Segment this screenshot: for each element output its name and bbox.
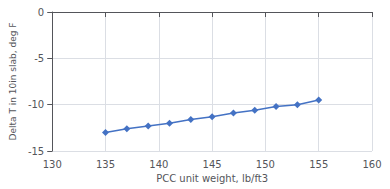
svg-text:155: 155 bbox=[309, 159, 328, 170]
svg-text:-5: -5 bbox=[34, 53, 44, 64]
svg-text:130: 130 bbox=[43, 159, 62, 170]
svg-text:0: 0 bbox=[38, 7, 44, 18]
svg-text:PCC unit weight, lb/ft3: PCC unit weight, lb/ft3 bbox=[156, 173, 268, 184]
svg-text:140: 140 bbox=[149, 159, 168, 170]
svg-text:-15: -15 bbox=[28, 146, 44, 157]
svg-text:160: 160 bbox=[362, 159, 381, 170]
svg-text:150: 150 bbox=[256, 159, 275, 170]
svg-text:Delta T in 10in slab, deg F: Delta T in 10in slab, deg F bbox=[8, 23, 18, 141]
svg-text:135: 135 bbox=[96, 159, 115, 170]
svg-text:145: 145 bbox=[203, 159, 222, 170]
svg-text:-10: -10 bbox=[28, 99, 44, 110]
